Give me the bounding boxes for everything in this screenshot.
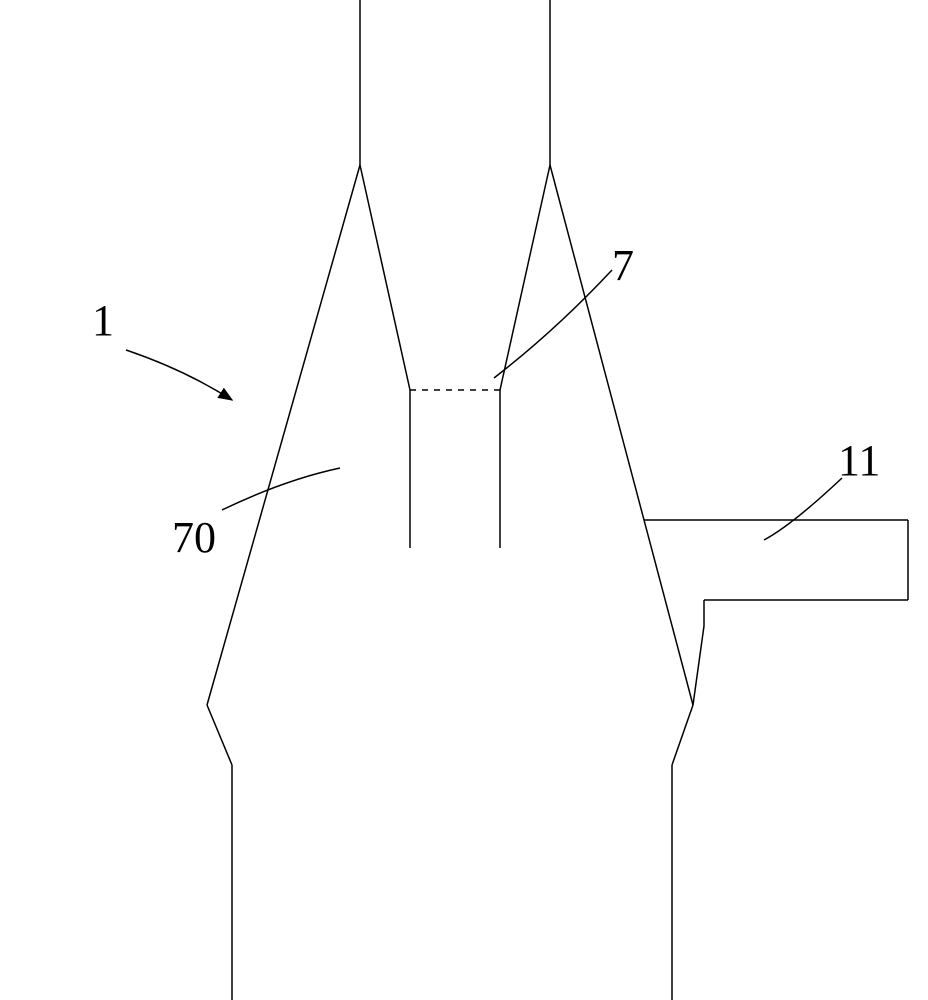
callout-label-1: 1 — [92, 295, 114, 346]
callout-label-11: 11 — [838, 435, 880, 486]
technical-drawing-svg — [0, 0, 928, 1000]
diagram-container: 1 7 70 11 — [0, 0, 928, 1000]
callout-label-70: 70 — [172, 512, 216, 563]
callout-label-7: 7 — [612, 240, 634, 291]
